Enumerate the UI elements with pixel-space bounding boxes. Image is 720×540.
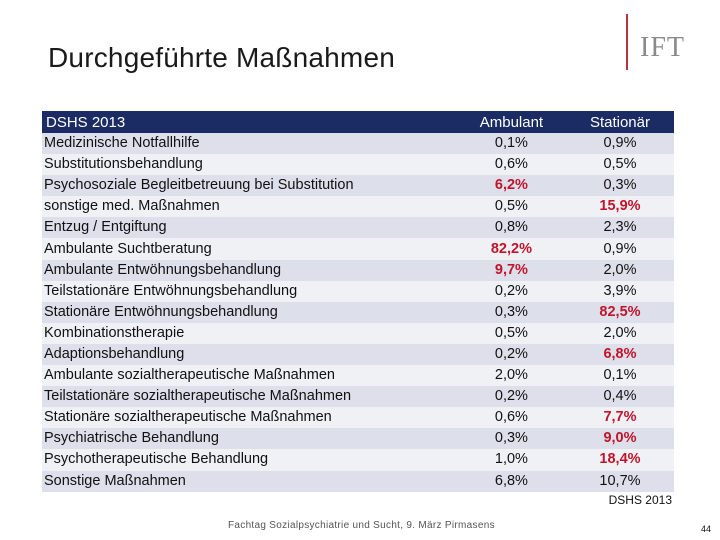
table-row: Teilstationäre sozialtherapeutische Maßn… xyxy=(42,386,674,408)
stationaer-value: 2,0% xyxy=(603,261,637,278)
table-row: Psychosoziale Begleitbetreuung bei Subst… xyxy=(42,175,674,197)
stationaer-value: 2,0% xyxy=(603,324,637,341)
ambulant-value: 82,2% xyxy=(490,240,532,257)
ambulant-value: 6,2% xyxy=(494,177,528,194)
row-label: Substitutionsbehandlung xyxy=(44,156,203,173)
stationaer-value: 10,7% xyxy=(599,472,641,489)
ambulant-value: 9,7% xyxy=(494,261,528,278)
row-label: Entzug / Entgiftung xyxy=(44,219,167,236)
ambulant-value: 2,0% xyxy=(494,367,528,384)
ambulant-value: 0,2% xyxy=(494,345,528,362)
header-ambulant: Ambulant xyxy=(479,113,544,131)
table-row: sonstige med. Maßnahmen 0,5% 15,9% xyxy=(42,196,674,218)
table-row: Psychiatrische Behandlung 0,3% 9,0% xyxy=(42,428,674,450)
stationaer-value: 0,4% xyxy=(603,388,637,405)
table-row: Adaptionsbehandlung 0,2% 6,8% xyxy=(42,343,674,366)
table-row: Teilstationäre Entwöhnungsbehandlung 0,2%… xyxy=(42,280,674,302)
measures-table: DSHS 2013 Ambulant Stationär Medizinisch… xyxy=(42,111,674,492)
table-row: Sonstige Maßnahmen 6,8% 10,7% xyxy=(42,470,674,492)
table-row: Substitutionsbehandlung 0,6% 0,5% xyxy=(42,154,674,176)
ambulant-value: 0,3% xyxy=(494,430,528,447)
stationaer-value: 7,7% xyxy=(603,409,637,426)
row-label: Psychiatrische Behandlung xyxy=(44,430,219,447)
table-row: Medizinische Notfallhilfe 0,1% 0,9% xyxy=(42,133,674,155)
stationaer-value: 0,3% xyxy=(603,177,637,194)
ambulant-value: 0,8% xyxy=(494,219,528,236)
header-dshs: DSHS 2013 xyxy=(46,113,126,131)
logo-divider xyxy=(626,14,628,70)
row-label: Adaptionsbehandlung xyxy=(44,345,185,362)
stationaer-value: 82,5% xyxy=(599,303,641,320)
footer-text: Fachtag Sozialpsychiatrie und Sucht, 9. … xyxy=(228,520,495,531)
source-note: DSHS 2013 xyxy=(608,493,672,507)
stationaer-value: 18,4% xyxy=(599,451,641,468)
ambulant-value: 1,0% xyxy=(494,451,528,468)
table-body: Medizinische Notfallhilfe 0,1% 0,9% Substit… xyxy=(42,133,674,492)
table-row: Entzug / Entgiftung 0,8% 2,3% xyxy=(42,217,674,239)
ambulant-value: 6,8% xyxy=(494,472,528,489)
page-number: 44 xyxy=(701,524,712,534)
stationaer-value: 0,9% xyxy=(603,240,637,257)
row-label: Medizinische Notfallhilfe xyxy=(44,135,200,152)
table-header-row: DSHS 2013 Ambulant Stationär xyxy=(42,111,674,133)
row-label: Psychotherapeutische Behandlung xyxy=(44,451,269,468)
stationaer-value: 0,5% xyxy=(603,156,637,173)
table-row: Ambulante Entwöhnungsbehandlung 9,7% 2,0% xyxy=(42,259,674,281)
row-label: Kombinationstherapie xyxy=(44,324,185,341)
table-row: Ambulante sozialtherapeutische Maßnahmen… xyxy=(42,365,674,387)
ambulant-value: 0,6% xyxy=(494,409,528,426)
stationaer-value: 15,9% xyxy=(599,198,641,215)
ift-logo: IFT xyxy=(640,32,685,63)
ambulant-value: 0,1% xyxy=(494,135,528,152)
ambulant-value: 0,6% xyxy=(494,156,528,173)
stationaer-value: 0,9% xyxy=(603,135,637,152)
table-row: Psychotherapeutische Behandlung 1,0% 18,4% xyxy=(42,449,674,471)
header-stationaer: Stationär xyxy=(589,113,650,131)
table-row: Ambulante Suchtberatung 82,2% 0,9% xyxy=(42,238,674,260)
row-label: Teilstationäre Entwöhnungsbehandlung xyxy=(44,282,298,299)
row-label: Psychosoziale Begleitbetreuung bei Subst… xyxy=(44,177,354,194)
ambulant-value: 0,2% xyxy=(494,388,528,405)
row-label: Ambulante sozialtherapeutische Maßnahmen xyxy=(44,367,335,384)
row-label: Ambulante Entwöhnungsbehandlung xyxy=(44,261,282,278)
row-label: Stationäre sozialtherapeutische Maßnahme… xyxy=(44,409,332,426)
stationaer-value: 6,8% xyxy=(603,345,637,362)
row-label: Teilstationäre sozialtherapeutische Maßn… xyxy=(44,388,352,405)
stationaer-value: 3,9% xyxy=(603,282,637,299)
row-label: Stationäre Entwöhnungsbehandlung xyxy=(44,303,278,320)
table-row: Stationäre sozialtherapeutische Maßnahme… xyxy=(42,407,674,429)
stationaer-value: 9,0% xyxy=(603,430,637,447)
slide-title: Durchgeführte Maßnahmen xyxy=(48,42,395,73)
table-row: Kombinationstherapie 0,5% 2,0% xyxy=(42,322,674,344)
stationaer-value: 0,1% xyxy=(603,367,637,384)
row-label: Sonstige Maßnahmen xyxy=(44,472,186,489)
ambulant-value: 0,5% xyxy=(494,324,528,341)
ambulant-value: 0,3% xyxy=(494,303,528,320)
table-row: Stationäre Entwöhnungsbehandlung 0,3% 82,5… xyxy=(42,301,674,323)
ambulant-value: 0,2% xyxy=(494,282,528,299)
stationaer-value: 2,3% xyxy=(603,219,637,236)
ambulant-value: 0,5% xyxy=(494,198,528,215)
row-label: Ambulante Suchtberatung xyxy=(44,240,212,257)
row-label: sonstige med. Maßnahmen xyxy=(44,198,220,215)
